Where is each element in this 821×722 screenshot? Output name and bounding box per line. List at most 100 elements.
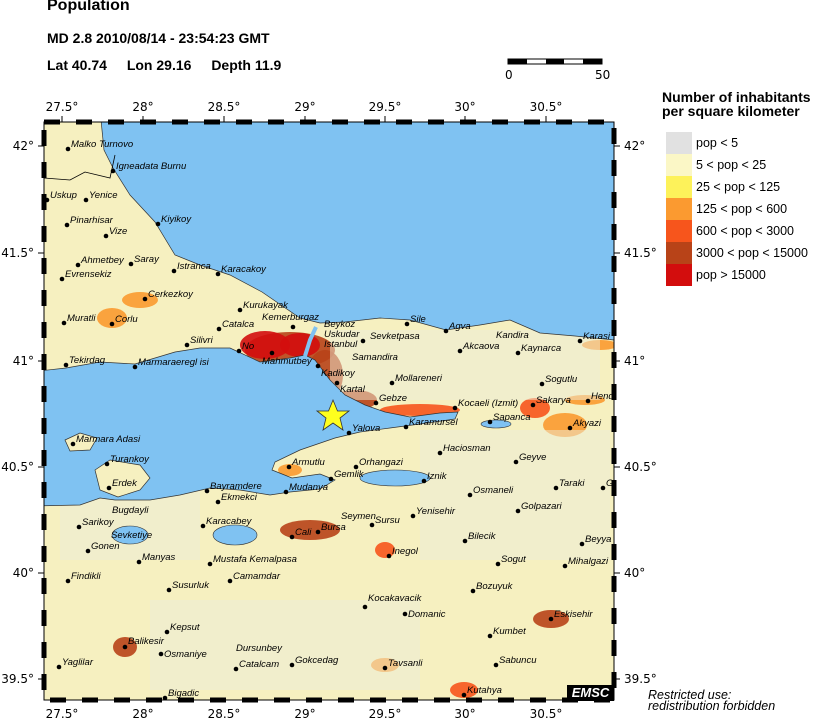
city-label: Balikesir	[128, 636, 165, 647]
depth: Depth 11.9	[211, 57, 282, 73]
city-label: Uskup	[50, 190, 77, 201]
map-title: Population	[47, 0, 130, 14]
city-dot-icon	[128, 261, 134, 267]
city-dot-icon	[207, 561, 213, 567]
city-label: Armutlu	[291, 457, 325, 468]
event-info: MD 2.8 2010/08/14 - 23:54:23 GMT	[47, 30, 270, 46]
legend-item: 3000 < pop < 15000	[666, 242, 811, 264]
city-dot-icon	[382, 665, 388, 671]
city-dot-icon	[585, 398, 591, 404]
city-label: No	[242, 341, 254, 352]
city-dot-icon	[289, 534, 295, 540]
city-label: Dursunbey	[236, 643, 283, 654]
city-dot-icon	[487, 419, 493, 425]
city-label: Osmaniye	[164, 649, 207, 660]
city-dot-icon	[328, 476, 334, 482]
city-marker: Golpazari	[515, 501, 563, 514]
city-marker: Iznik	[421, 471, 448, 484]
urban-area	[278, 464, 302, 476]
city-dot-icon	[70, 441, 76, 447]
city-label: Kandira	[496, 330, 529, 341]
city-marker: Kandira	[496, 330, 529, 341]
city-label: Manyas	[142, 552, 176, 563]
city-dot-icon	[334, 380, 340, 386]
urban-area	[240, 331, 290, 359]
city-dot-icon	[142, 296, 148, 302]
lon-tick-top: 29.5°	[369, 100, 402, 114]
city-label: Beyya	[585, 534, 611, 545]
city-marker: Dursunbey	[236, 643, 283, 654]
black-sea	[100, 122, 614, 341]
city-label: Findikli	[71, 571, 101, 582]
city-label: Kemerburgaz	[262, 312, 319, 323]
urban-area	[520, 398, 550, 418]
city-marker: Balikesir	[122, 636, 165, 650]
legend-swatch	[666, 154, 692, 176]
urban-area	[97, 308, 127, 328]
city-label: Kepsut	[170, 622, 200, 633]
lon-tick-bottom: 29.5°	[369, 707, 402, 721]
city-label: Marmara Adasi	[76, 434, 141, 445]
city-marker: Bugdayli	[112, 505, 149, 516]
lat-tick-left: 41.5°	[1, 246, 34, 260]
city-marker: Sapanca	[487, 412, 531, 425]
city-label: Mihalgazi	[568, 556, 609, 567]
city-marker: Kutahya	[461, 685, 502, 698]
city-dot-icon	[315, 529, 321, 535]
city-marker: Manyas	[136, 552, 176, 565]
city-dot-icon	[110, 168, 116, 174]
legend-label: 5 < pop < 25	[696, 158, 767, 172]
city-label: Taraki	[559, 478, 585, 489]
city-marker: Agva	[443, 321, 471, 334]
legend-label: 25 < pop < 125	[696, 180, 781, 194]
city-marker: Mihalgazi	[562, 556, 609, 569]
city-dot-icon	[386, 553, 392, 559]
legend-item: pop < 5	[666, 132, 811, 154]
notice-line-2: redistribution forbidden	[648, 699, 776, 713]
city-dot-icon	[63, 362, 69, 368]
lat-tick-right: 41°	[624, 354, 645, 368]
lat-tick-right: 41.5°	[624, 246, 657, 260]
city-marker: Ahmetbey	[75, 255, 125, 268]
city-label: Golpazari	[521, 501, 563, 512]
city-marker: Saray	[128, 254, 160, 267]
city-marker: Marmara Adasi	[70, 434, 141, 447]
city-dot-icon	[227, 578, 233, 584]
city-dot-icon	[389, 380, 395, 386]
city-marker: Cali	[289, 527, 312, 540]
city-marker: Gebze	[373, 393, 407, 406]
bosphorus	[303, 326, 318, 357]
city-marker: Inegol	[386, 546, 419, 559]
city-marker: Gonen	[85, 541, 120, 554]
city-marker: Bilecik	[462, 531, 497, 544]
city-label: Gonen	[91, 541, 120, 552]
legend-swatch	[666, 220, 692, 242]
lon-tick-top: 28.5°	[208, 100, 241, 114]
city-label: Akyazi	[572, 418, 602, 429]
latitude: Lat 40.74	[47, 57, 107, 73]
city-marker: Bozuyuk	[470, 581, 514, 594]
longitude: Lon 29.16	[126, 57, 192, 73]
city-label: Gemlik	[334, 469, 365, 480]
city-marker: Kartal	[334, 380, 366, 395]
lon-tick-top: 28°	[132, 100, 153, 114]
city-label: Gokcedag	[295, 655, 339, 666]
city-marker: Yenice	[83, 190, 118, 203]
city-dot-icon	[495, 561, 501, 567]
city-marker: Eskisehir	[548, 609, 593, 622]
city-label: Saray	[134, 254, 160, 265]
city-label: Bigadic	[168, 688, 199, 699]
city-label: Evrensekiz	[65, 269, 112, 280]
city-label: Bursa	[321, 522, 346, 533]
city-dot-icon	[567, 425, 573, 431]
city-dot-icon	[346, 430, 352, 436]
legend-title-1: Number of inhabitants	[662, 89, 811, 105]
city-dot-icon	[404, 321, 410, 327]
city-label: Sogutlu	[545, 374, 578, 385]
lake-iznik	[359, 469, 431, 487]
city-label: Osmaneli	[473, 485, 514, 496]
city-marker: Yaglilar	[56, 657, 94, 670]
city-dot-icon	[200, 523, 206, 529]
lat-tick-left: 40°	[13, 566, 34, 580]
city-dot-icon	[136, 559, 142, 565]
